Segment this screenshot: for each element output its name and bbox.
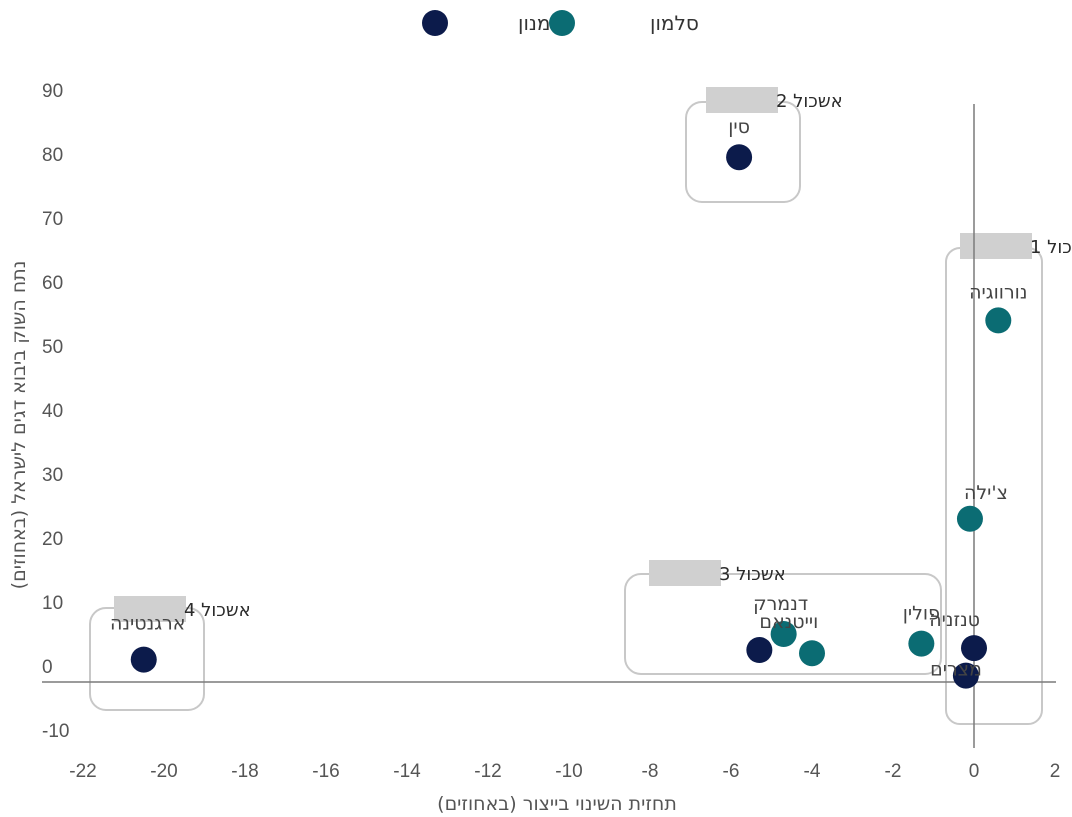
y-tick-label: -10	[42, 721, 69, 742]
x-tick-label: 0	[969, 761, 980, 782]
point-label: סין	[728, 116, 750, 138]
data-point	[908, 630, 935, 657]
cluster-2-label-bg	[706, 87, 778, 113]
x-tick-label: -18	[231, 761, 258, 782]
x-tick-label: -16	[312, 761, 339, 782]
y-tick-label: 70	[42, 209, 63, 230]
data-point	[726, 144, 753, 171]
data-point	[952, 662, 979, 689]
point-labels: סין וייטנאם טנזניה מצרים ארגנטינה נורווגיה צ'י…	[110, 116, 1027, 680]
data-point	[956, 505, 983, 532]
x-tick-label: -6	[723, 761, 740, 782]
point-label: דנמרק	[753, 593, 808, 615]
cluster-1-label: אשכול 1	[1030, 237, 1072, 258]
point-label: צ'ילה	[964, 482, 1008, 504]
y-tick-label: 10	[42, 593, 63, 614]
x-tick-label: -20	[150, 761, 177, 782]
cluster-3-box	[624, 573, 942, 675]
data-point	[770, 621, 797, 647]
x-tick-label: -2	[885, 761, 902, 782]
point-label: טנזניה	[929, 609, 980, 631]
y-axis-title: נתח השוק ביבוא דגים לישראל (באחוזים)	[8, 261, 30, 590]
cluster-4-label-bg	[114, 596, 186, 622]
data-point	[799, 640, 825, 667]
legend-item-salmon: סלמון	[549, 10, 699, 36]
legend: אמנון סלמון	[422, 10, 699, 36]
point-label: ארגנטינה	[110, 613, 185, 635]
data-points	[130, 144, 1012, 689]
cluster-3-label-bg	[649, 560, 721, 586]
cluster-2: אשכול 2	[685, 87, 843, 203]
data-point	[961, 635, 987, 662]
point-label: פולין	[903, 603, 940, 625]
y-tick-labels: 90 80 70 60 50 40 30 20 10 0 -10	[42, 81, 69, 742]
legend-marker-salmon	[549, 10, 575, 36]
y-tick-label: 0	[42, 657, 53, 678]
cluster-3: אשכול 3	[624, 560, 942, 675]
point-label: נורווגיה	[969, 281, 1027, 303]
x-tick-label: -4	[804, 761, 821, 782]
y-tick-label: 40	[42, 401, 63, 422]
data-point	[746, 637, 773, 663]
point-label: מצרים	[930, 659, 982, 681]
cluster-3-label: אשכול 3	[719, 564, 786, 585]
x-tick-label: 2	[1050, 761, 1061, 782]
x-tick-label: -10	[555, 761, 582, 782]
legend-label-salmon: סלמון	[650, 11, 699, 35]
cluster-1: אשכול 1	[945, 233, 1072, 725]
x-tick-label: -14	[393, 761, 421, 782]
legend-marker-amnon	[422, 10, 448, 36]
y-tick-label: 20	[42, 529, 63, 550]
point-label: וייטנאם	[759, 611, 818, 633]
y-tick-label: 80	[42, 145, 63, 166]
cluster-4-label: אשכול 4	[184, 600, 251, 621]
data-point	[130, 646, 157, 673]
x-tick-label: -12	[474, 761, 501, 782]
x-tick-labels: -22 -20 -18 -16 -14 -12 -10 -8 -6 -4 -2 0 2	[69, 761, 1060, 782]
y-tick-label: 50	[42, 337, 63, 358]
y-tick-label: 90	[42, 81, 63, 102]
x-tick-label: -22	[69, 761, 96, 782]
y-tick-label: 60	[42, 273, 63, 294]
cluster-4: אשכול 4	[89, 596, 251, 711]
y-tick-label: 30	[42, 465, 63, 486]
x-axis-title: תחזית השינוי בייצור (באחוזים)	[437, 793, 677, 815]
x-tick-label: -8	[642, 761, 659, 782]
cluster-2-label: אשכול 2	[776, 91, 843, 112]
cluster-1-label-bg	[960, 233, 1032, 259]
data-point	[985, 307, 1012, 334]
legend-item-amnon: אמנון	[422, 10, 564, 36]
